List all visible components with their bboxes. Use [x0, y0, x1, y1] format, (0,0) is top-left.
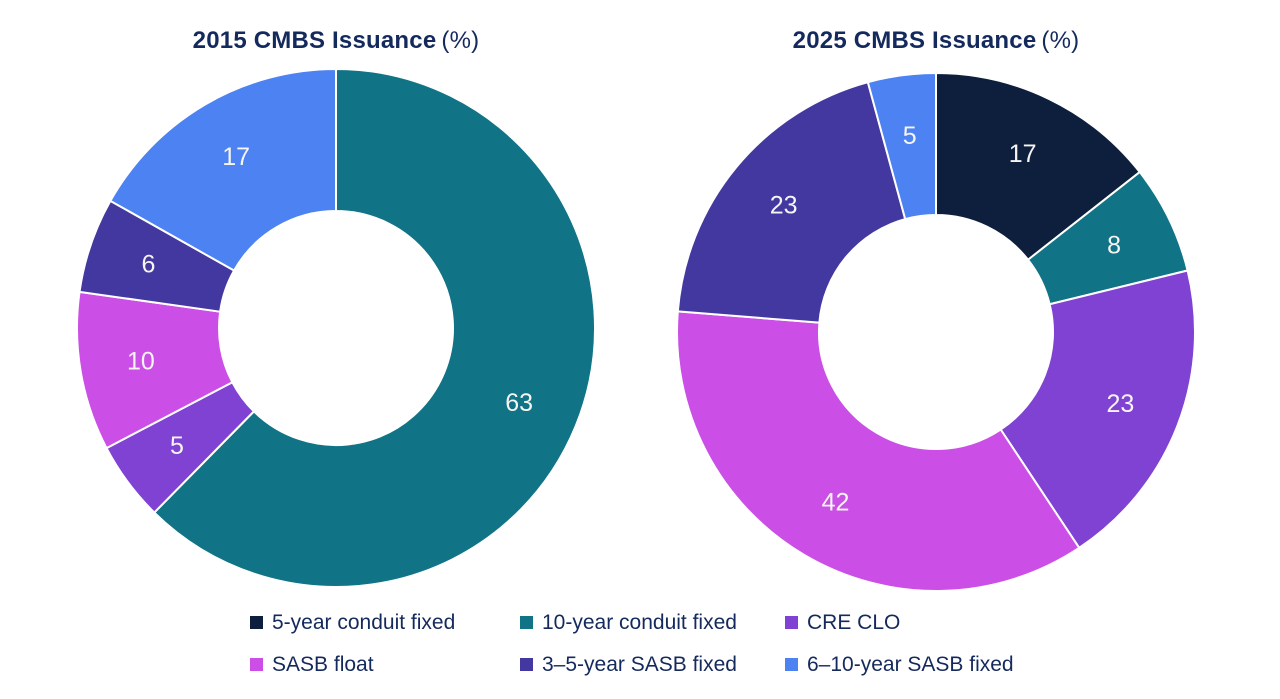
chart-title-2015-unit: (%): [441, 27, 480, 54]
segment-value-label-10-year-conduit-fixed: 63: [505, 389, 533, 417]
donut-chart-2015: 63 5 10 6 17: [75, 68, 596, 588]
legend-item-sasb-float: SASB float: [250, 652, 520, 677]
donut-chart-2025: 17 8 23 42 23 5: [676, 72, 1196, 592]
segment-value-label-6-10-year-sasb-fixed: 17: [222, 143, 250, 171]
segment-value-label-sasb-float: 10: [127, 348, 155, 376]
chart-legend: 5-year conduit fixed 10-year conduit fixe…: [250, 610, 1045, 677]
donut-segment-sasb-float: [676, 310, 1081, 592]
legend-swatch-sasb-float: [250, 658, 263, 671]
legend-label-sasb-float: SASB float: [272, 653, 374, 676]
legend-item-6-10-year-sasb-fixed: 6–10-year SASB fixed: [785, 652, 1045, 677]
donut-segment-5-year-conduit-fixed: [935, 72, 1141, 261]
legend-item-cre-clo: CRE CLO: [785, 610, 1045, 635]
segment-value-label-3-5-year-sasb-fixed: 6: [142, 251, 156, 279]
chart-title-2015-text: 2015 CMBS Issuance: [192, 27, 437, 54]
chart-title-2025-unit: (%): [1041, 27, 1080, 54]
chart-title-2025: 2025 CMBS Issuance (%): [656, 27, 1216, 55]
legend-swatch-cre-clo: [785, 616, 798, 629]
legend-swatch-3-5-year-sasb-fixed: [520, 658, 533, 671]
legend-label-cre-clo: CRE CLO: [807, 611, 901, 634]
donut-segment-3-5-year-sasb-fixed: [676, 81, 907, 324]
segment-value-label-cre-clo: 23: [1106, 390, 1134, 418]
legend-item-3-5-year-sasb-fixed: 3–5-year SASB fixed: [520, 652, 785, 677]
donut-segment-cre-clo: [999, 269, 1196, 549]
legend-label-3-5-year-sasb-fixed: 3–5-year SASB fixed: [542, 653, 737, 676]
segment-value-label-10-year-conduit-fixed: 8: [1107, 231, 1121, 259]
chart-title-2015: 2015 CMBS Issuance (%): [56, 27, 616, 55]
legend-swatch-6-10-year-sasb-fixed: [785, 658, 798, 671]
donut-segment-10-year-conduit-fixed: [153, 68, 596, 588]
legend-label-10-year-conduit-fixed: 10-year conduit fixed: [542, 611, 737, 634]
legend-swatch-5-year-conduit-fixed: [250, 616, 263, 629]
legend-swatch-10-year-conduit-fixed: [520, 616, 533, 629]
segment-value-label-cre-clo: 5: [170, 432, 184, 460]
donut-segment-6-10-year-sasb-fixed: [866, 72, 937, 221]
donut-segment-6-10-year-sasb-fixed: [109, 68, 337, 272]
segment-value-label-5-year-conduit-fixed: 17: [1009, 140, 1037, 168]
segment-value-label-sasb-float: 42: [822, 489, 850, 517]
chart-title-2025-text: 2025 CMBS Issuance: [792, 27, 1037, 54]
legend-label-6-10-year-sasb-fixed: 6–10-year SASB fixed: [807, 653, 1014, 676]
segment-value-label-6-10-year-sasb-fixed: 5: [903, 122, 917, 150]
legend-item-10-year-conduit-fixed: 10-year conduit fixed: [520, 610, 785, 635]
legend-item-5-year-conduit-fixed: 5-year conduit fixed: [250, 610, 520, 635]
segment-value-label-3-5-year-sasb-fixed: 23: [770, 192, 798, 220]
legend-label-5-year-conduit-fixed: 5-year conduit fixed: [272, 611, 456, 634]
